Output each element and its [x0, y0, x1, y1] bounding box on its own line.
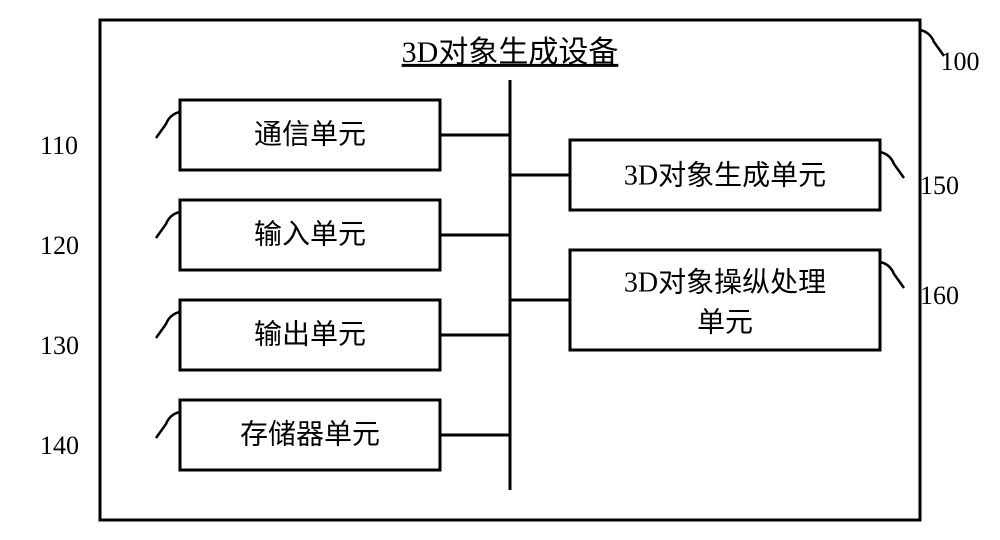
left-box-label-3: 存储器单元	[240, 418, 380, 450]
ref-num-left-1: 120	[40, 231, 79, 260]
right-box-label-0-0: 3D对象生成单元	[624, 159, 826, 191]
ref-num-left-2: 130	[40, 331, 79, 360]
right-box-label-1-0: 3D对象操纵处理	[624, 266, 826, 298]
diagram-title: 3D对象生成设备	[402, 36, 619, 69]
left-box-label-1: 输入单元	[254, 218, 366, 250]
ref-num-right-0: 150	[920, 171, 959, 200]
left-box-label-2: 输出单元	[254, 318, 366, 350]
ref-num-100: 100	[941, 47, 980, 76]
ref-num-right-1: 160	[920, 281, 959, 310]
left-box-label-0: 通信单元	[254, 118, 366, 150]
right-box-label-1-1: 单元	[697, 306, 753, 338]
block-diagram: 100 3D对象生成设备通信单元 110 输入单元 120 输出单元 130 存储器单元 140…	[0, 0, 1000, 540]
ref-num-left-3: 140	[40, 431, 79, 460]
ref-num-left-0: 110	[40, 131, 78, 160]
